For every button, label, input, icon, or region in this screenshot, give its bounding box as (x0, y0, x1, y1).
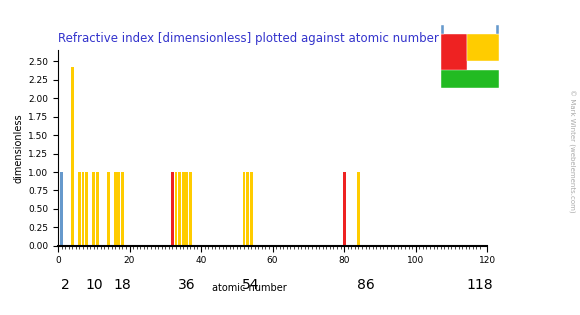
Bar (178, 172, 181, 246)
Bar (343, 172, 346, 246)
Bar (107, 172, 110, 246)
Y-axis label: dimensionless: dimensionless (14, 113, 24, 183)
Bar (60, 172, 63, 246)
Bar (121, 172, 124, 246)
Bar (71, 67, 74, 246)
Bar (189, 172, 192, 246)
Bar (466, 34, 499, 61)
Bar (92, 172, 95, 246)
Text: Refractive index [dimensionless] plotted against atomic number: Refractive index [dimensionless] plotted… (58, 32, 439, 45)
Bar (175, 172, 177, 246)
Bar (114, 172, 117, 246)
Bar (441, 34, 466, 88)
Bar (82, 172, 85, 246)
Bar (246, 172, 249, 246)
Text: © Mark Winter (webelements.com): © Mark Winter (webelements.com) (568, 89, 575, 213)
Bar (182, 172, 184, 246)
Bar (96, 172, 99, 246)
Bar (186, 172, 188, 246)
Bar (78, 172, 81, 246)
Bar (242, 172, 245, 246)
Bar (495, 25, 499, 34)
Bar (441, 25, 444, 34)
Bar (117, 172, 120, 246)
Bar (357, 172, 360, 246)
Bar (250, 172, 252, 246)
Bar (85, 172, 88, 246)
Bar (171, 172, 174, 246)
Bar (441, 70, 499, 88)
Text: atomic number: atomic number (212, 283, 287, 293)
